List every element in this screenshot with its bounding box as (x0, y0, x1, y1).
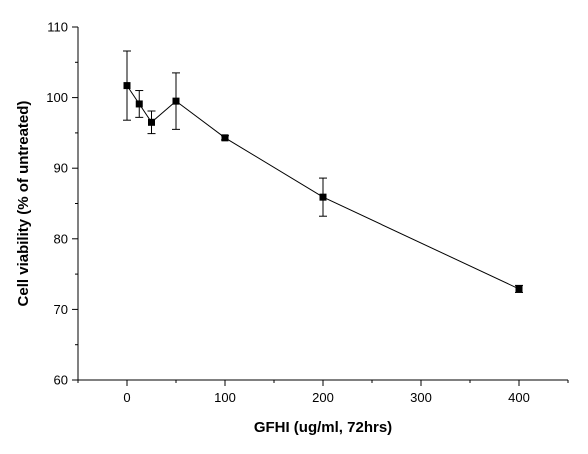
y-tick-label: 80 (54, 231, 68, 246)
data-point (221, 134, 229, 142)
data-point (123, 82, 131, 90)
x-tick-label: 400 (508, 390, 530, 405)
x-tick-label: 0 (123, 390, 130, 405)
y-tick-label: 60 (54, 373, 68, 388)
y-tick-label: 100 (46, 90, 68, 105)
data-series (123, 50, 523, 293)
data-point (515, 285, 523, 293)
data-point (319, 193, 327, 201)
data-point (135, 100, 143, 108)
data-point (148, 118, 155, 126)
axes: 60 70 80 90 100 110 0 100 200 300 400 (46, 20, 569, 405)
x-tick-label: 300 (410, 390, 432, 405)
x-axis-title: GFHI (ug/ml, 72hrs) (254, 419, 392, 436)
y-tick-label: 110 (47, 20, 68, 35)
y-tick-label: 90 (54, 161, 68, 176)
data-point (172, 97, 180, 105)
x-tick-label: 200 (312, 390, 334, 405)
y-tick-label: 70 (54, 302, 68, 317)
y-axis-title: Cell viability (% of untreated) (15, 101, 32, 307)
x-tick-label: 100 (214, 390, 236, 405)
